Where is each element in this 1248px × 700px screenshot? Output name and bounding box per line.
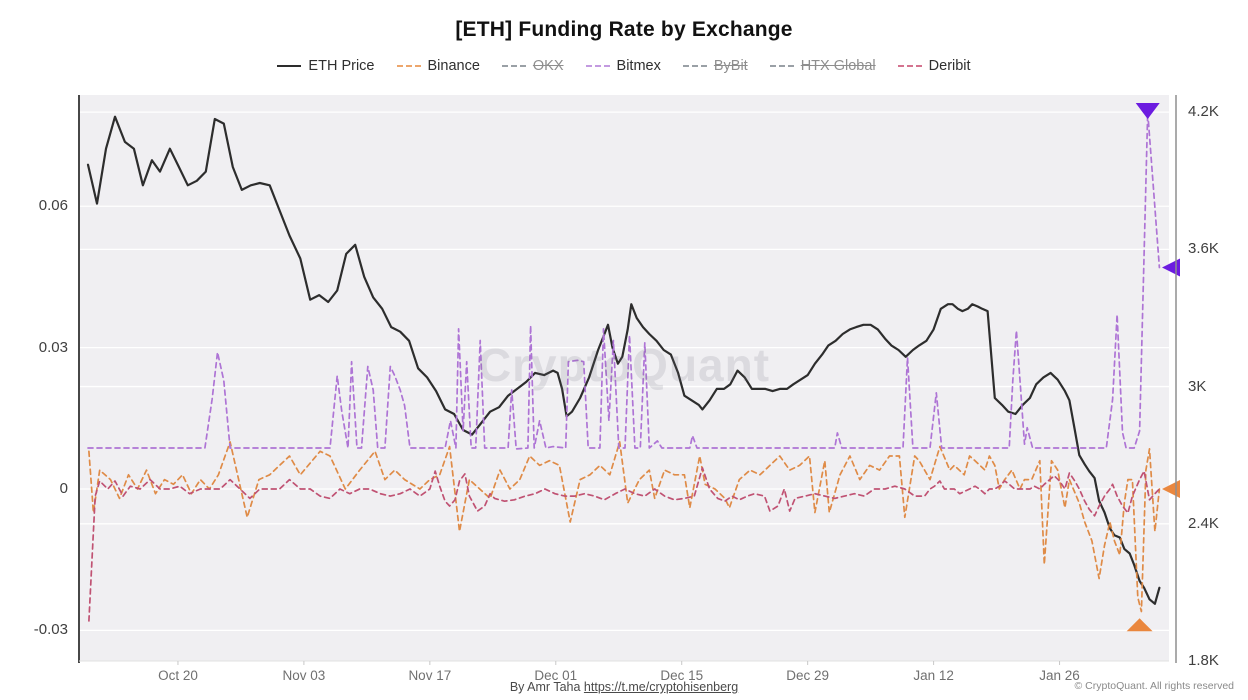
- legend-item-binance[interactable]: Binance: [396, 58, 480, 74]
- legend-item-htx-global[interactable]: HTX Global: [769, 58, 876, 74]
- legend-label: OKX: [532, 58, 564, 74]
- right-axis-tick-1.8K: 1.8K: [1188, 652, 1219, 669]
- x-axis-tick-Nov-17: Nov 17: [408, 668, 452, 683]
- legend-label: Bitmex: [616, 58, 661, 74]
- right-axis-tick-2.4K: 2.4K: [1188, 514, 1219, 532]
- right-axis-tick-3.6K: 3.6K: [1188, 240, 1219, 258]
- footer-copyright: © CryptoQuant. All rights reserved: [1074, 680, 1234, 692]
- x-axis-tick-Dec-29: Dec 29: [786, 668, 830, 683]
- legend-item-bitmex[interactable]: Bitmex: [585, 58, 661, 74]
- x-axis-tick-Dec-01: Dec 01: [534, 668, 578, 683]
- dashed-line-swatch-icon: [396, 65, 421, 67]
- series-deribit: [88, 466, 1161, 622]
- legend-label: ETH Price: [308, 58, 375, 74]
- dashed-line-swatch-icon: [585, 65, 610, 67]
- solid-line-swatch-icon: [277, 65, 302, 67]
- x-axis-tick-Jan-26: Jan 26: [1039, 668, 1080, 683]
- series-bitmex: [87, 111, 1161, 450]
- x-axis-tick-Nov-03: Nov 03: [282, 668, 326, 683]
- left-axis-tick--0.03: -0.03: [33, 621, 68, 639]
- chart-title: [ETH] Funding Rate by Exchange: [455, 18, 793, 41]
- legend-label: ByBit: [713, 58, 748, 74]
- x-axis-tick-Oct-20: Oct 20: [158, 668, 198, 683]
- right-axis-tick-4.2K: 4.2K: [1188, 103, 1219, 121]
- legend-label: Deribit: [928, 58, 971, 74]
- series-binance: [88, 441, 1161, 613]
- legend-label: HTX Global: [800, 58, 876, 74]
- x-axis-tick-Dec-15: Dec 15: [660, 668, 704, 683]
- left-axis-tick-0.03: 0.03: [38, 338, 68, 356]
- binance-low-marker: [1126, 618, 1153, 632]
- dashed-line-swatch-icon: [897, 65, 922, 67]
- byline-author: By Amr Taha: [509, 680, 584, 694]
- left-axis-tick-0: 0: [59, 479, 68, 497]
- legend-item-deribit[interactable]: Deribit: [897, 58, 971, 74]
- legend-item-bybit[interactable]: ByBit: [682, 58, 748, 74]
- dashed-line-swatch-icon: [769, 65, 794, 67]
- x-axis-tick-Jan-12: Jan 12: [913, 668, 954, 683]
- footer-byline: By Amr Taha https://t.me/cryptohisenberg: [0, 680, 1248, 694]
- legend-item-okx[interactable]: OKX: [501, 58, 564, 74]
- dashed-line-swatch-icon: [682, 65, 707, 67]
- legend-item-eth-price[interactable]: ETH Price: [277, 58, 375, 74]
- legend: ETH Price Binance OKX Bitmex ByBit HTX Global…: [0, 58, 1248, 74]
- dashed-line-swatch-icon: [501, 65, 526, 67]
- left-axis-tick-0.06: 0.06: [38, 197, 68, 215]
- series-eth-price: [86, 115, 1161, 605]
- legend-label: Binance: [427, 58, 480, 74]
- byline-telegram-link[interactable]: https://t.me/cryptohisenberg: [583, 680, 739, 694]
- right-axis-tick-3K: 3K: [1188, 377, 1207, 395]
- bitmex-peak-marker: [1135, 103, 1160, 120]
- plot-background: [79, 95, 1169, 661]
